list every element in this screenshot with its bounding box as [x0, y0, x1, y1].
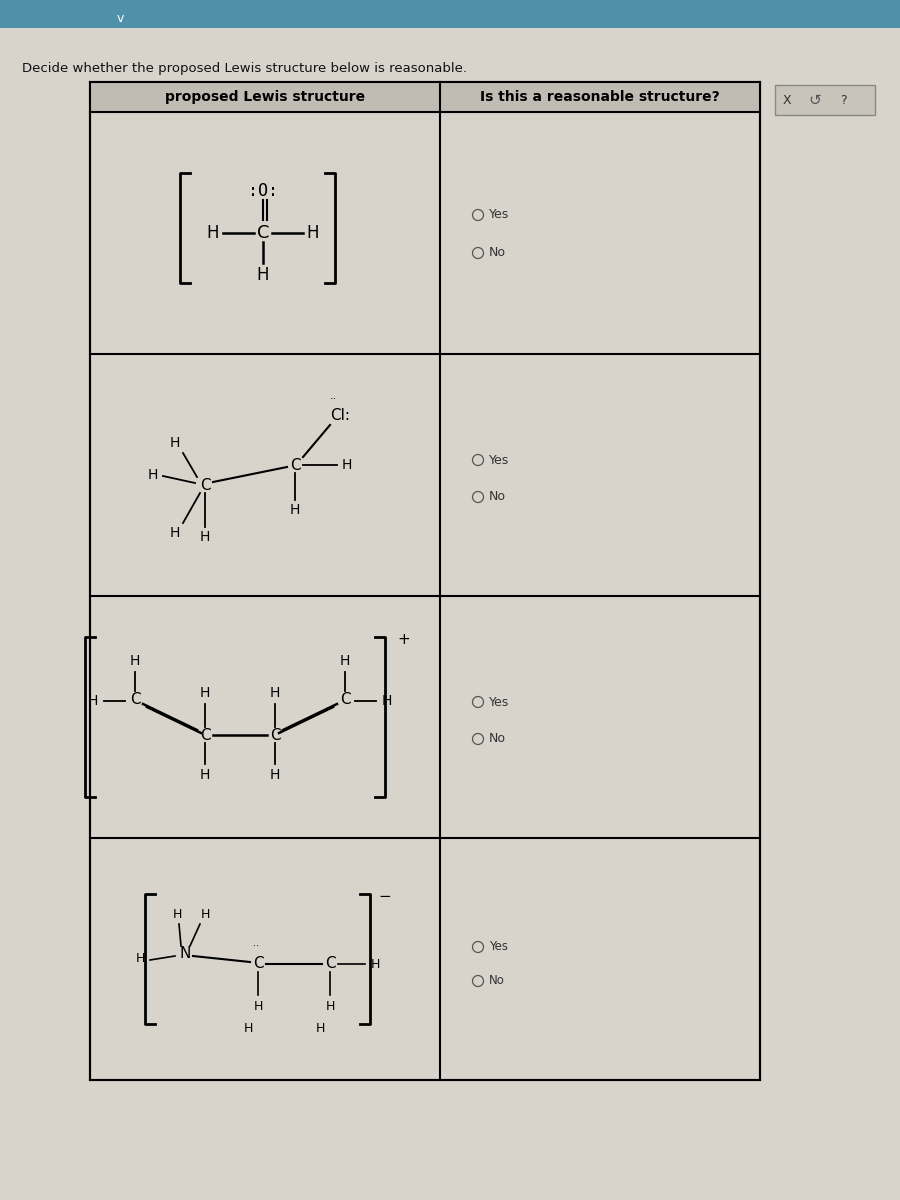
Text: H: H	[200, 530, 211, 544]
Text: Decide whether the proposed Lewis structure below is reasonable.: Decide whether the proposed Lewis struct…	[22, 62, 467, 74]
Text: proposed Lewis structure: proposed Lewis structure	[165, 90, 365, 104]
Text: H: H	[256, 266, 269, 284]
Text: No: No	[489, 974, 505, 988]
Text: +: +	[397, 632, 410, 647]
Text: H: H	[201, 907, 210, 920]
Text: H: H	[88, 694, 98, 708]
Text: C: C	[253, 956, 264, 972]
Text: Yes: Yes	[489, 454, 509, 467]
Text: Yes: Yes	[489, 209, 509, 222]
Circle shape	[472, 492, 483, 503]
Text: H: H	[370, 958, 380, 971]
Text: C: C	[325, 956, 336, 972]
Text: H: H	[325, 1000, 335, 1013]
Text: H: H	[200, 768, 211, 782]
Text: H: H	[270, 768, 280, 782]
Text: ?: ?	[840, 94, 846, 107]
Text: C: C	[130, 691, 140, 707]
Circle shape	[472, 976, 483, 986]
Text: Is this a reasonable structure?: Is this a reasonable structure?	[480, 90, 720, 104]
Bar	[440, 82, 760, 112]
Text: C: C	[270, 727, 280, 743]
Text: No: No	[489, 246, 506, 259]
Text: N: N	[179, 947, 191, 961]
Text: ··: ··	[329, 394, 337, 404]
Text: No: No	[489, 491, 506, 504]
Circle shape	[472, 247, 483, 258]
Text: H: H	[340, 654, 350, 668]
Circle shape	[472, 733, 483, 744]
Text: Yes: Yes	[489, 941, 508, 954]
Text: C: C	[256, 224, 269, 242]
Text: X: X	[783, 94, 791, 107]
Text: No: No	[489, 732, 506, 745]
Text: −: −	[378, 889, 391, 904]
Text: H: H	[148, 468, 158, 482]
Text: H: H	[270, 686, 280, 700]
Text: :O:: :O:	[248, 182, 278, 200]
Circle shape	[472, 455, 483, 466]
Bar	[90, 82, 760, 1080]
Text: C: C	[339, 691, 350, 707]
Bar	[90, 82, 440, 112]
Text: C: C	[290, 457, 301, 473]
Text: v: v	[116, 12, 123, 24]
Bar	[0, 0, 900, 30]
Text: H: H	[135, 953, 145, 966]
Text: H: H	[207, 224, 220, 242]
Text: H: H	[170, 526, 180, 540]
Bar	[775, 85, 875, 115]
Text: Cl:: Cl:	[330, 408, 350, 422]
Text: H: H	[253, 1000, 263, 1013]
Text: C: C	[200, 727, 211, 743]
Text: H: H	[200, 686, 211, 700]
Text: H: H	[172, 907, 182, 920]
Text: H: H	[130, 654, 140, 668]
Circle shape	[472, 942, 483, 953]
Text: H: H	[315, 1022, 325, 1036]
Text: H: H	[170, 436, 180, 450]
Text: H: H	[342, 458, 352, 472]
Text: H: H	[290, 503, 301, 517]
Circle shape	[472, 210, 483, 221]
Text: Yes: Yes	[489, 696, 509, 708]
Text: H: H	[243, 1022, 253, 1036]
Text: H: H	[382, 694, 392, 708]
Text: H: H	[307, 224, 320, 242]
Text: ↺: ↺	[808, 92, 822, 108]
Text: C: C	[200, 478, 211, 492]
Circle shape	[472, 696, 483, 708]
Text: ··: ··	[253, 941, 259, 950]
